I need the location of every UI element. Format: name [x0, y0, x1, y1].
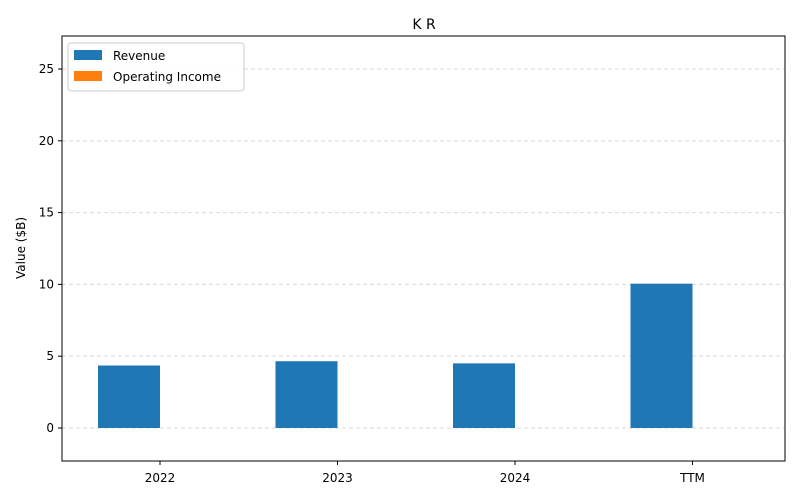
- bars: [98, 283, 693, 428]
- x-tick-label: 2022: [145, 471, 176, 485]
- y-tick-label: 5: [46, 349, 54, 363]
- legend-label: Revenue: [113, 49, 165, 63]
- legend: Revenue Operating Income: [67, 42, 245, 92]
- legend-swatch: [74, 71, 102, 81]
- x-tick-label: TTM: [679, 471, 705, 485]
- y-axis-label: Value ($B): [14, 217, 28, 279]
- x-axis: 2022 2023 2024 TTM: [145, 461, 705, 485]
- x-tick-label: 2023: [322, 471, 353, 485]
- bar-revenue: [453, 363, 515, 428]
- bar-revenue: [275, 361, 338, 428]
- chart-title: K R: [412, 17, 436, 33]
- y-axis: 0 5 10 15 20 25: [39, 62, 62, 435]
- legend-label: Operating Income: [113, 70, 221, 84]
- bar-revenue: [630, 283, 693, 428]
- y-tick-label: 25: [39, 62, 54, 76]
- plot-frame: [61, 35, 786, 462]
- x-tick-label: 2024: [500, 471, 531, 485]
- bar-revenue: [98, 365, 160, 428]
- y-tick-label: 10: [39, 277, 54, 291]
- y-tick-label: 0: [46, 421, 54, 435]
- y-tick-label: 15: [39, 206, 54, 220]
- legend-box: [67, 42, 245, 92]
- y-tick-label: 20: [39, 134, 54, 148]
- legend-swatch: [74, 50, 102, 60]
